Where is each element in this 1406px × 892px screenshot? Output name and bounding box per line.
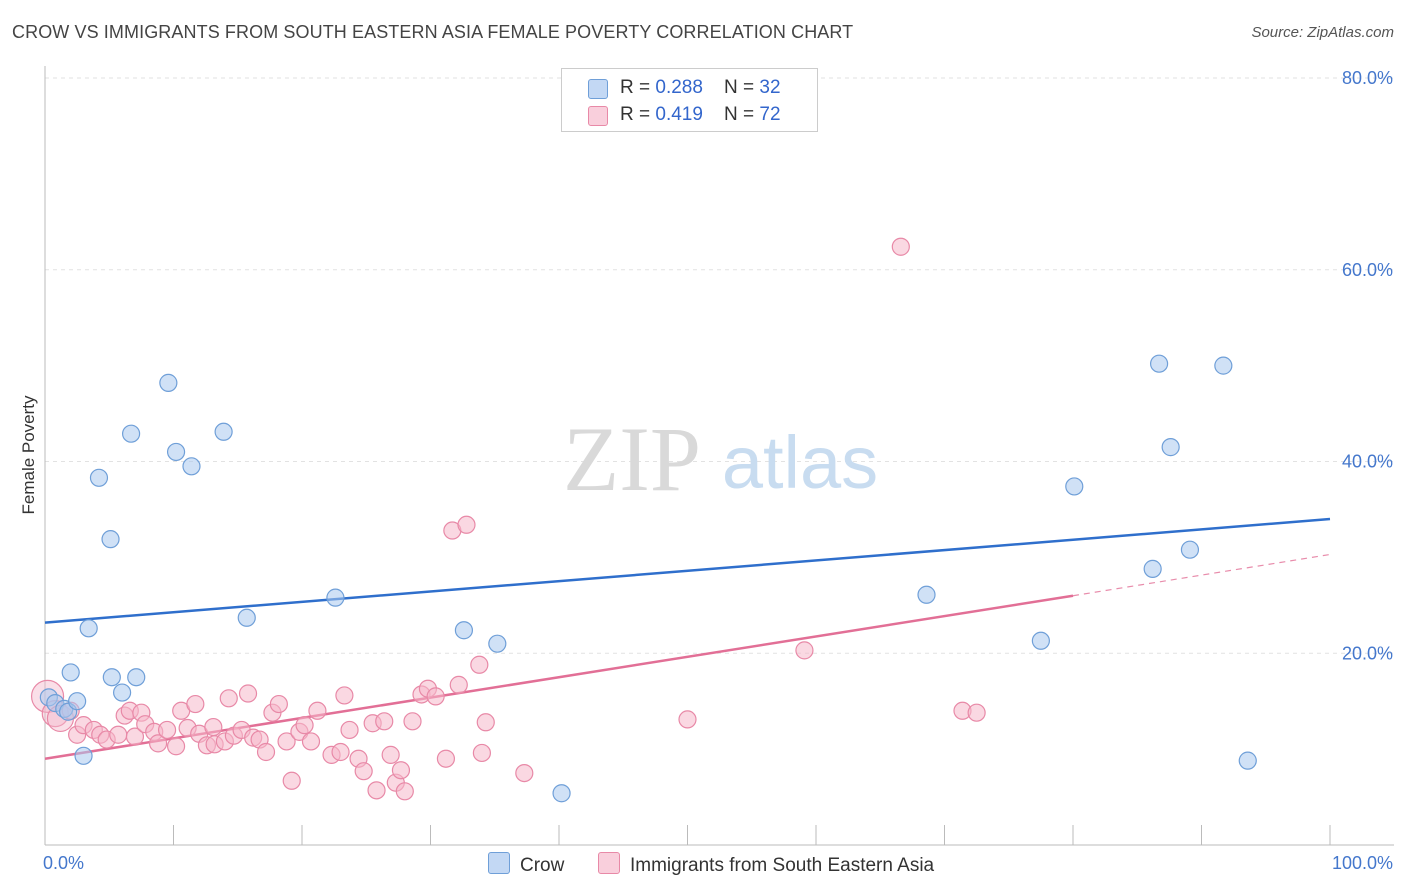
immigrants-point-47: [354, 762, 373, 781]
crow-point-12: [121, 424, 141, 443]
crow-point-15: [166, 442, 186, 462]
immigrants-point-45: [340, 720, 359, 740]
immigrants-point-53: [391, 761, 411, 780]
immigrants-point-67: [678, 710, 697, 729]
legend-text-crow: R = 0.288 N = 32: [620, 77, 781, 98]
x-tick-label-1: 100.0%: [1332, 853, 1393, 873]
crow-point-5: [68, 692, 87, 711]
crow-point-11: [112, 683, 132, 702]
grid-lines: [45, 77, 1394, 654]
crow-point-21: [488, 634, 507, 653]
y-tick-label-0: 20.0%: [1342, 643, 1393, 663]
crow-point-23: [917, 585, 936, 604]
crow-point-6: [74, 746, 93, 765]
immigrants-point-41: [308, 701, 327, 720]
immigrants-point-54: [395, 782, 414, 801]
y-tick-label-3: 80.0%: [1342, 68, 1393, 88]
immigrants-point-69: [891, 237, 910, 256]
bottom-legend-swatch-crow: [488, 852, 510, 874]
crow-point-30: [1214, 356, 1233, 375]
immigrants-point-51: [381, 745, 400, 764]
crow-point-26: [1143, 559, 1162, 578]
immigrants-point-58: [426, 687, 445, 706]
crow-point-31: [1238, 751, 1257, 770]
immigrants-point-71: [967, 703, 986, 722]
immigrants-point-61: [449, 675, 468, 694]
legend-swatch-crow: [588, 79, 608, 99]
immigrants-point-55: [403, 712, 422, 731]
crow-point-14: [159, 373, 178, 392]
crow-trend-line: [44, 517, 1331, 624]
crow-point-24: [1031, 631, 1050, 650]
crow-point-7: [79, 619, 98, 638]
immigrants-point-18: [166, 737, 186, 756]
watermark: ZIP atlas: [563, 408, 878, 510]
crow-point-4: [61, 663, 80, 682]
bottom-legend-immigrants: Immigrants from South Eastern Asia: [598, 852, 934, 877]
crow-point-28: [1161, 438, 1180, 457]
tick-labels: 20.0% 40.0% 60.0% 80.0% 0.0% 100.0%: [43, 68, 1393, 873]
immigrants-point-16: [148, 734, 168, 753]
crow-point-16: [182, 457, 201, 476]
y-tick-label-2: 60.0%: [1342, 260, 1393, 280]
immigrants-point-59: [436, 749, 456, 768]
bottom-legend-crow: Crow: [488, 852, 564, 877]
immigrants-point-63: [470, 655, 489, 674]
immigrants-point-65: [476, 713, 495, 732]
immigrants-point-24: [204, 717, 223, 737]
crow-point-19: [326, 588, 345, 607]
immigrants-point-62: [457, 515, 476, 534]
bottom-legend-label-immigrants: Immigrants from South Eastern Asia: [630, 855, 935, 876]
crow-point-22: [552, 784, 571, 803]
bottom-legend-swatch-immigrants: [598, 852, 620, 874]
watermark-atlas: atlas: [722, 421, 878, 504]
legend: R = 0.288 N = 32 R = 0.419 N = 72: [561, 68, 818, 132]
watermark-zip: ZIP: [563, 408, 701, 510]
immigrants-point-21: [186, 694, 205, 714]
legend-text-immigrants: R = 0.419 N = 72: [620, 104, 781, 125]
x-tick-label-0: 0.0%: [43, 853, 84, 873]
immigrants-point-40: [301, 732, 321, 751]
crow-point-18: [237, 608, 256, 627]
immigrants-trend-line-dashed: [1072, 553, 1331, 597]
data-points: [30, 237, 1257, 803]
crow-point-9: [101, 530, 120, 549]
chart-title: CROW VS IMMIGRANTS FROM SOUTH EASTERN AS…: [12, 22, 854, 42]
immigrants-point-68: [795, 641, 814, 660]
source-label: Source: ZipAtlas.com: [1251, 24, 1394, 41]
immigrants-point-39: [295, 716, 314, 735]
crow-point-25: [1065, 477, 1084, 496]
immigrants-point-9: [109, 725, 128, 744]
bottom-legend-label-crow: Crow: [520, 855, 565, 876]
crow-point-29: [1180, 540, 1200, 559]
immigrants-point-66: [515, 763, 534, 783]
crow-point-13: [127, 668, 146, 687]
crow-point-17: [214, 422, 233, 441]
immigrants-point-12: [125, 727, 145, 746]
crow-point-10: [102, 668, 121, 687]
crow-point-8: [89, 468, 109, 487]
immigrants-point-35: [269, 694, 288, 714]
immigrants-point-64: [472, 743, 491, 763]
immigrants-point-27: [219, 689, 238, 708]
immigrants-point-37: [282, 771, 301, 790]
y-axis-title: Female Poverty: [19, 395, 38, 515]
immigrants-point-33: [256, 742, 276, 762]
legend-swatch-immigrants: [588, 106, 608, 126]
immigrants-point-50: [375, 712, 394, 731]
crow-point-27: [1149, 354, 1169, 373]
y-tick-label-1: 40.0%: [1342, 452, 1393, 472]
immigrants-point-49: [367, 781, 386, 800]
immigrants-point-44: [335, 686, 354, 705]
immigrants-point-17: [157, 720, 177, 740]
crow-point-20: [454, 621, 474, 640]
immigrants-point-43: [331, 742, 350, 762]
axes: [44, 66, 1394, 846]
immigrants-point-30: [238, 684, 258, 703]
immigrants-point-36: [277, 732, 296, 751]
